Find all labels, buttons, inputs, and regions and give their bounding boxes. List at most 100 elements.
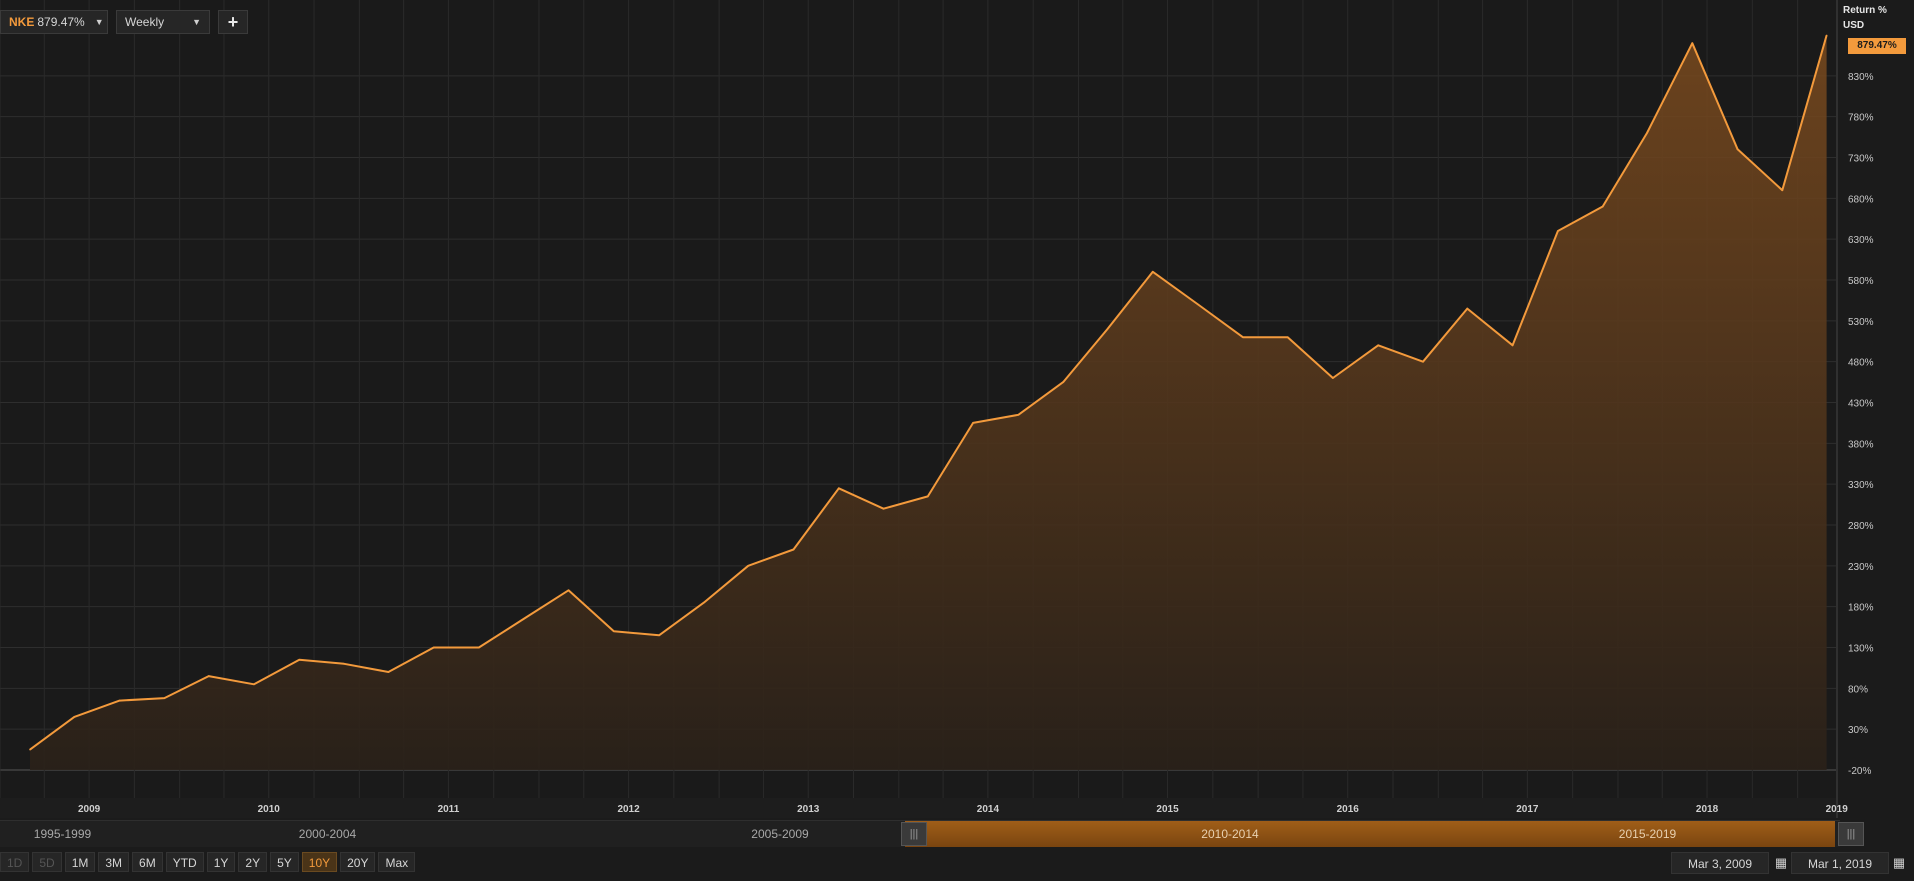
data-point bbox=[1691, 42, 1694, 44]
range-button-max[interactable]: Max bbox=[378, 852, 416, 872]
data-point bbox=[1062, 381, 1065, 383]
data-point bbox=[1242, 336, 1244, 338]
x-axis: 2009 2010 2011 2012 2013 2014 2015 2016 2017 2018… bbox=[0, 798, 1848, 818]
y-tick-label: 330% bbox=[1848, 480, 1874, 491]
start-date-field[interactable]: Mar 3, 2009 bbox=[1671, 852, 1769, 874]
x-tick-label: 2012 bbox=[617, 804, 640, 815]
range-button-6m[interactable]: 6M bbox=[132, 852, 163, 872]
ticker-select[interactable]: NKE 879.47% ▼ bbox=[0, 10, 108, 34]
data-point bbox=[927, 495, 929, 498]
y-tick-label: 130% bbox=[1848, 644, 1874, 655]
calendar-icon[interactable]: ▦ bbox=[1892, 855, 1906, 870]
data-point bbox=[1377, 344, 1380, 347]
navigator-right-handle[interactable]: ||| bbox=[1838, 822, 1864, 846]
range-button-20y[interactable]: 20Y bbox=[340, 852, 376, 872]
data-point bbox=[1017, 413, 1020, 416]
y-tick-label: 30% bbox=[1848, 725, 1868, 736]
range-button-1d[interactable]: 1D bbox=[0, 852, 30, 872]
axis-unit-title: Return % bbox=[1843, 5, 1887, 16]
data-point bbox=[343, 663, 345, 665]
chevron-down-icon: ▼ bbox=[192, 17, 201, 27]
y-tick-label: 430% bbox=[1848, 399, 1874, 410]
chevron-down-icon: ▼ bbox=[94, 17, 104, 27]
x-tick-label: 2016 bbox=[1337, 804, 1360, 815]
range-button-ytd[interactable]: YTD bbox=[165, 852, 204, 872]
data-point bbox=[792, 548, 795, 551]
y-tick-label: 480% bbox=[1848, 358, 1874, 369]
calendar-icon[interactable]: ▦ bbox=[1774, 855, 1788, 870]
y-tick-label: 630% bbox=[1848, 235, 1874, 246]
y-tick-label: 180% bbox=[1848, 603, 1874, 614]
navigator-period[interactable]: 2015-2019 bbox=[1618, 827, 1677, 841]
time-navigator[interactable]: 1995-1999 2000-2004 2005-2009 2010-2014 … bbox=[0, 820, 1864, 847]
x-tick-label: 2018 bbox=[1696, 804, 1719, 815]
navigator-period[interactable]: 2000-2004 bbox=[298, 827, 357, 841]
data-point bbox=[118, 699, 121, 702]
return-chart: -20% 30% 80% 130% 180% 230% 280% 330% 380% 430% 48… bbox=[0, 0, 1874, 818]
x-tick-label: 2015 bbox=[1156, 804, 1179, 815]
data-point bbox=[1736, 148, 1739, 151]
data-point bbox=[1646, 132, 1648, 134]
y-tick-label: 280% bbox=[1848, 521, 1874, 532]
data-point bbox=[747, 565, 749, 567]
data-point bbox=[613, 630, 615, 632]
interval-select[interactable]: Weekly ▼ bbox=[116, 10, 210, 34]
y-tick-label: -20% bbox=[1848, 766, 1871, 777]
x-tick-label: 2017 bbox=[1516, 804, 1539, 815]
ticker-symbol: NKE bbox=[9, 15, 35, 29]
toolbar: NKE 879.47% ▼ Weekly ▼ + bbox=[0, 10, 248, 36]
data-point bbox=[522, 618, 525, 620]
y-tick-label: 580% bbox=[1848, 276, 1874, 287]
data-point bbox=[478, 646, 480, 649]
y-tick-label: 830% bbox=[1848, 72, 1874, 83]
navigator-period[interactable]: 2005-2009 bbox=[751, 827, 809, 841]
y-tick-label: 780% bbox=[1848, 113, 1874, 124]
data-point bbox=[253, 683, 255, 686]
x-tick-label: 2013 bbox=[797, 804, 820, 815]
data-point bbox=[29, 748, 31, 751]
x-tick-label: 2011 bbox=[438, 804, 460, 815]
navigator-period[interactable]: 1995-1999 bbox=[33, 827, 92, 841]
range-button-1y[interactable]: 1Y bbox=[206, 852, 236, 872]
x-axis-band bbox=[0, 798, 1836, 818]
y-axis: -20% 30% 80% 130% 180% 230% 280% 330% 380% 430% 48… bbox=[1848, 72, 1874, 777]
range-button-1m[interactable]: 1M bbox=[64, 852, 96, 872]
range-button-5y[interactable]: 5Y bbox=[270, 852, 299, 872]
ticker-value: 879.47% bbox=[37, 15, 85, 29]
data-point bbox=[1557, 230, 1559, 232]
navigator-left-handle[interactable]: ||| bbox=[901, 822, 927, 846]
data-point bbox=[432, 646, 435, 649]
last-value-badge: 879.47% bbox=[1848, 38, 1906, 54]
data-point bbox=[567, 589, 570, 592]
y-tick-label: 680% bbox=[1848, 194, 1874, 205]
y-tick-label: 530% bbox=[1848, 317, 1874, 328]
data-point bbox=[1601, 205, 1604, 208]
add-series-button[interactable]: + bbox=[218, 10, 248, 34]
range-button-10y[interactable]: 10Y bbox=[301, 852, 338, 872]
x-tick-label: 2019 bbox=[1826, 804, 1849, 815]
range-button-2y[interactable]: 2Y bbox=[238, 852, 268, 872]
x-tick-label: 2009 bbox=[78, 804, 101, 815]
navigator-selection[interactable] bbox=[905, 821, 1835, 847]
data-point bbox=[703, 601, 705, 604]
data-point bbox=[972, 422, 974, 424]
data-point bbox=[1466, 307, 1469, 310]
y-tick-label: 730% bbox=[1848, 154, 1874, 165]
range-button-5d[interactable]: 5D bbox=[32, 852, 62, 872]
series-fill bbox=[30, 35, 1827, 770]
range-button-3m[interactable]: 3M bbox=[98, 852, 130, 872]
data-point bbox=[163, 697, 166, 699]
range-buttons: 1D 5D 1M 3M 6M YTD 1Y 2Y 5Y 10Y 20Y Max bbox=[0, 852, 416, 872]
data-point bbox=[1332, 377, 1334, 379]
data-point bbox=[1106, 328, 1109, 330]
end-date-field[interactable]: Mar 1, 2019 bbox=[1791, 852, 1889, 874]
data-point bbox=[837, 487, 840, 490]
data-point bbox=[882, 507, 885, 510]
series-area bbox=[29, 34, 1828, 770]
data-point bbox=[298, 658, 301, 661]
y-tick-label: 80% bbox=[1848, 684, 1868, 695]
navigator-period[interactable]: 2010-2014 bbox=[1201, 827, 1259, 841]
data-point bbox=[1286, 336, 1289, 338]
data-point bbox=[658, 634, 660, 637]
axis-currency: USD bbox=[1843, 20, 1865, 31]
